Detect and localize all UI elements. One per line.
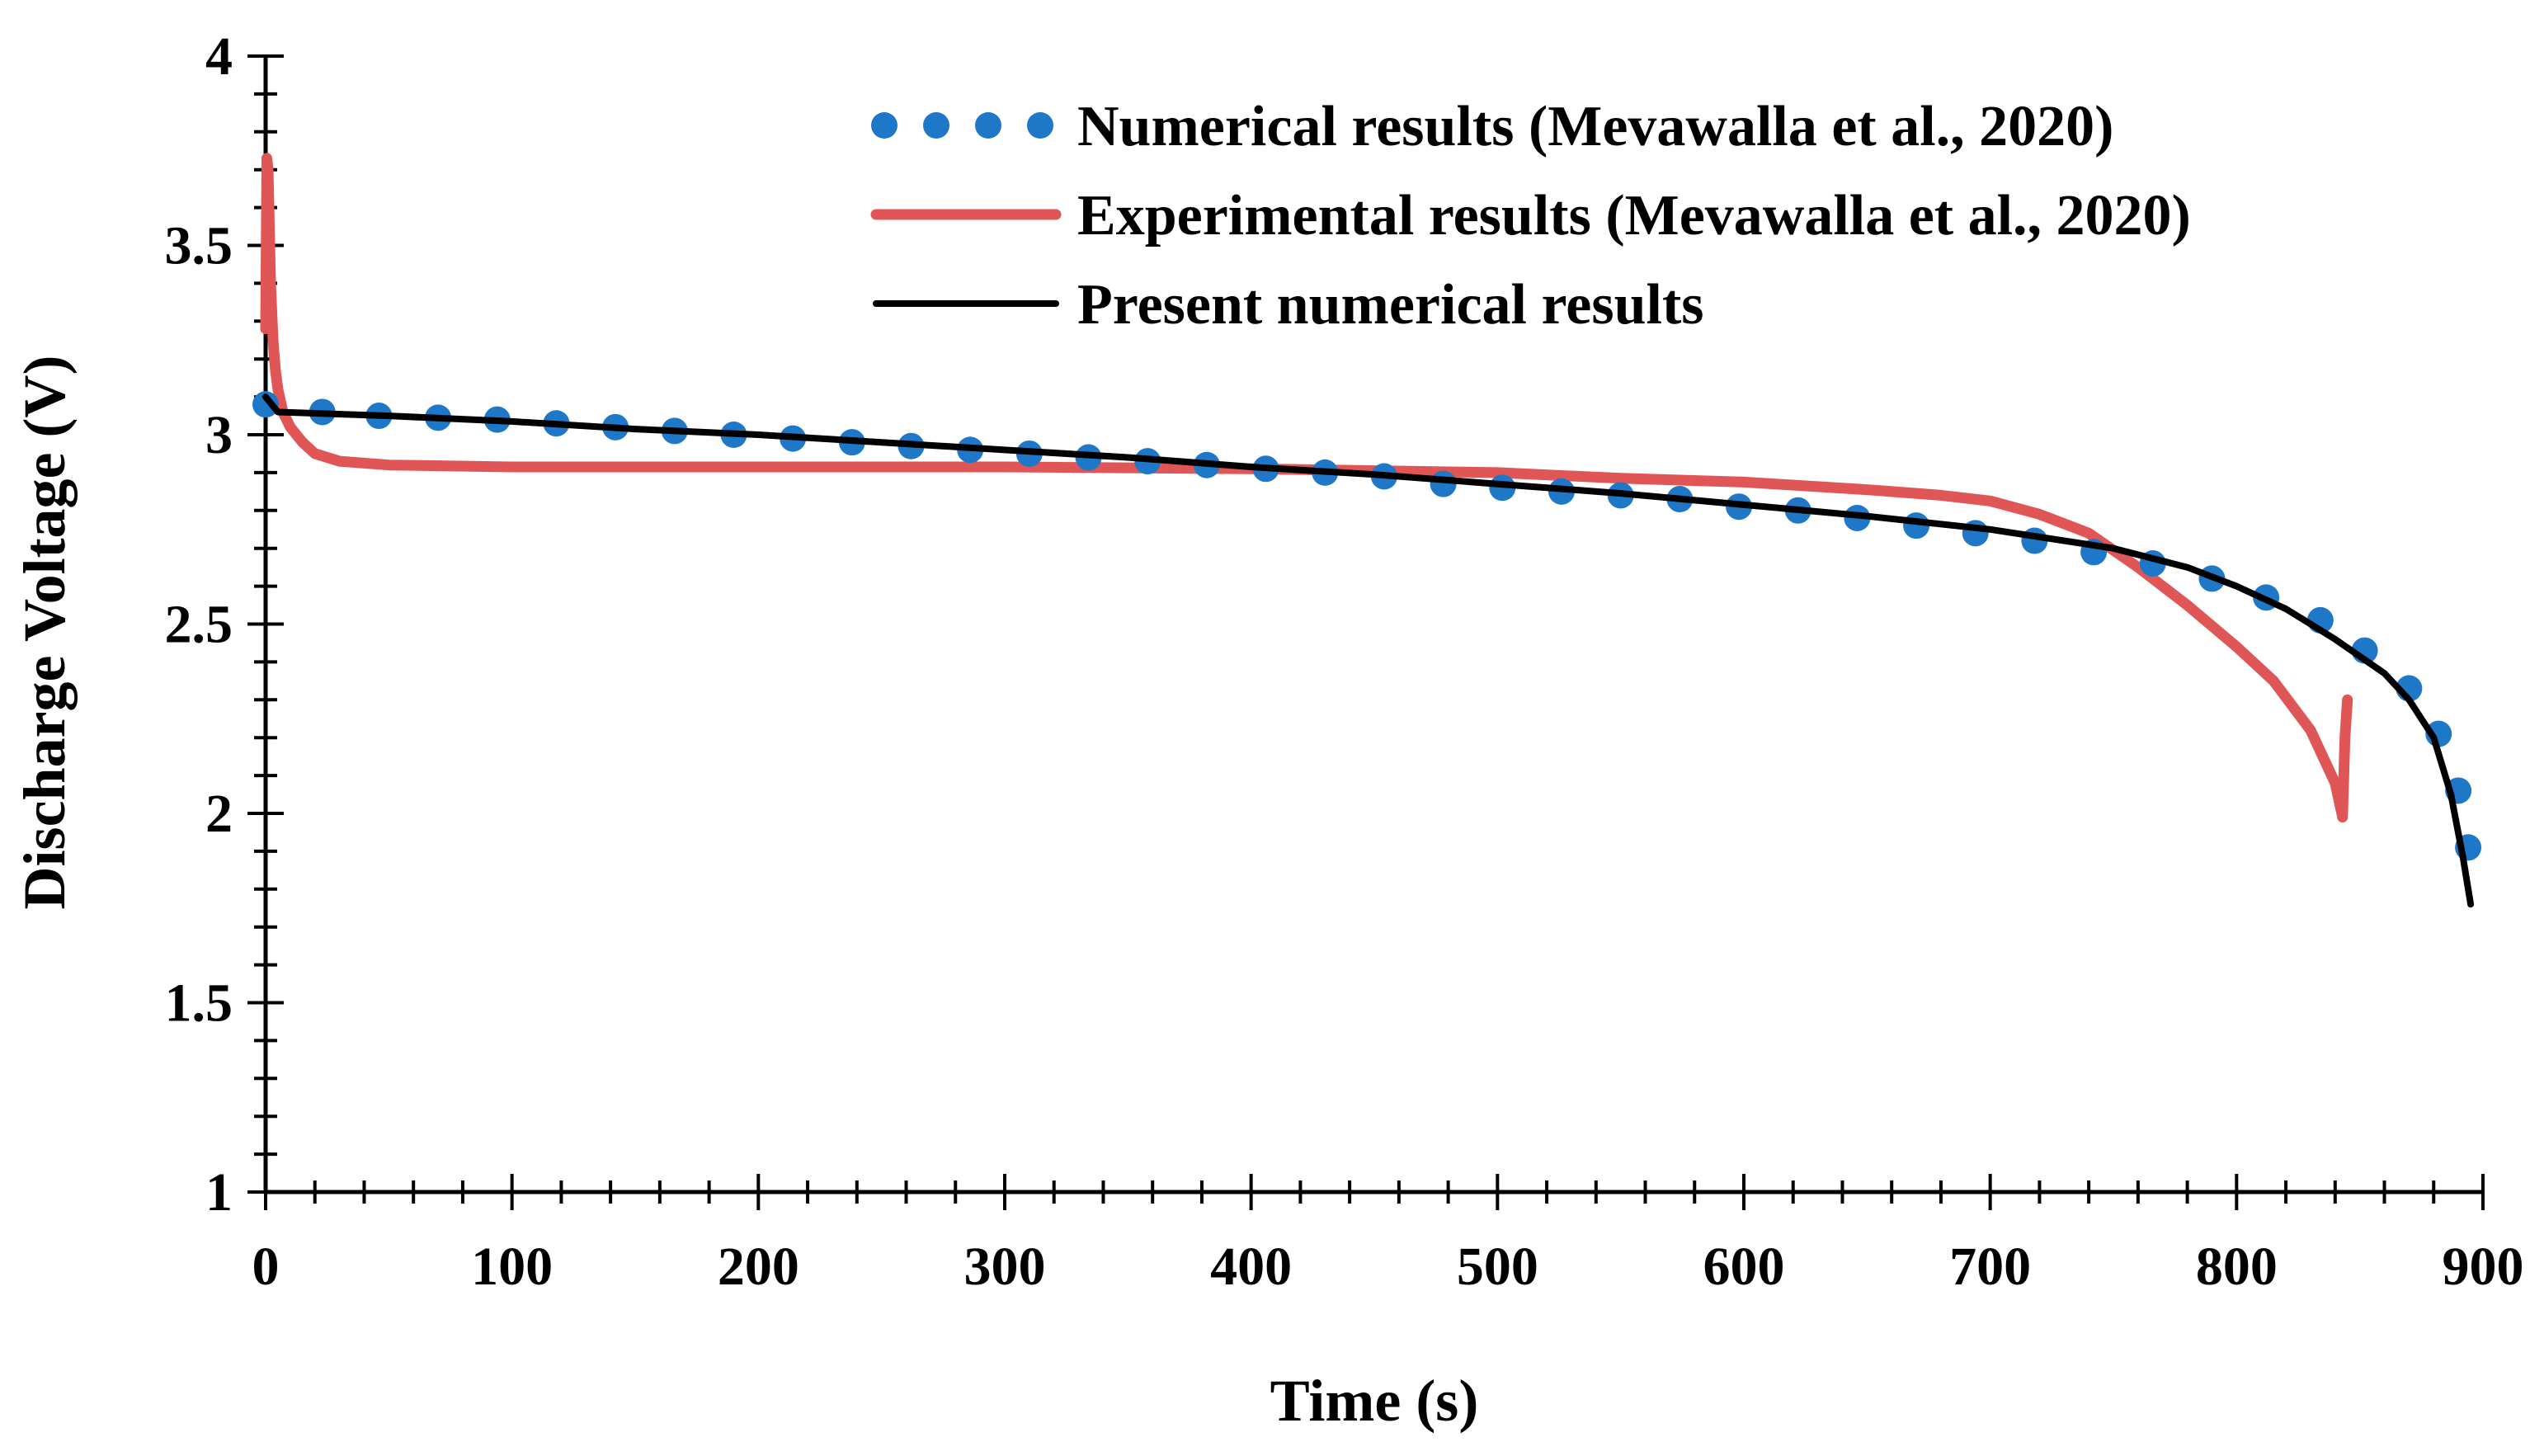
legend-numerical-marker — [871, 112, 897, 139]
experimental-results-line — [260, 153, 2353, 823]
x-tick-label: 0 — [252, 1237, 280, 1297]
legend-numerical-marker — [1027, 112, 1053, 139]
y-tick-label: 1.5 — [165, 973, 233, 1034]
axes-layer: 1 1.5 2 2.5 3 3.5 4 0 100 200 300 400 500 600 700 800 90… — [165, 26, 2524, 1297]
x-tick-label: 800 — [2196, 1237, 2278, 1297]
legend-label: Present numerical results — [1077, 273, 1704, 337]
y-tick-label: 3.5 — [165, 216, 233, 276]
x-tick-label: 400 — [1210, 1237, 1292, 1297]
legend-label: Experimental results (Mevawalla et al., … — [1077, 184, 2191, 247]
numerical-result-point — [1430, 470, 1457, 497]
y-tick-label: 4 — [205, 26, 233, 87]
x-tick-label: 100 — [471, 1237, 553, 1297]
x-axis-title: Time (s) — [1270, 1368, 1479, 1434]
present-numerical-results-line — [262, 393, 2475, 908]
series-layer — [252, 153, 2482, 908]
legend-numerical-marker — [975, 112, 1001, 139]
x-tick-label: 900 — [2443, 1237, 2524, 1297]
y-tick-label: 2 — [205, 784, 233, 844]
y-axis-title: Discharge Voltage (V) — [12, 356, 78, 910]
x-tick-label: 300 — [964, 1237, 1046, 1297]
y-tick-label: 1 — [205, 1162, 233, 1223]
y-tick-label: 2.5 — [165, 595, 233, 655]
x-tick-label: 700 — [1949, 1237, 2031, 1297]
x-tick-label: 500 — [1457, 1237, 1538, 1297]
legend-numerical-marker — [923, 112, 949, 139]
legend-label: Numerical results (Mevawalla et al., 202… — [1077, 95, 2113, 158]
legend: Numerical results (Mevawalla et al., 202… — [870, 95, 2191, 337]
x-tick-label: 200 — [718, 1237, 799, 1297]
y-tick-label: 3 — [205, 405, 233, 465]
numerical-result-point — [252, 391, 279, 418]
x-tick-label: 600 — [1703, 1237, 1785, 1297]
